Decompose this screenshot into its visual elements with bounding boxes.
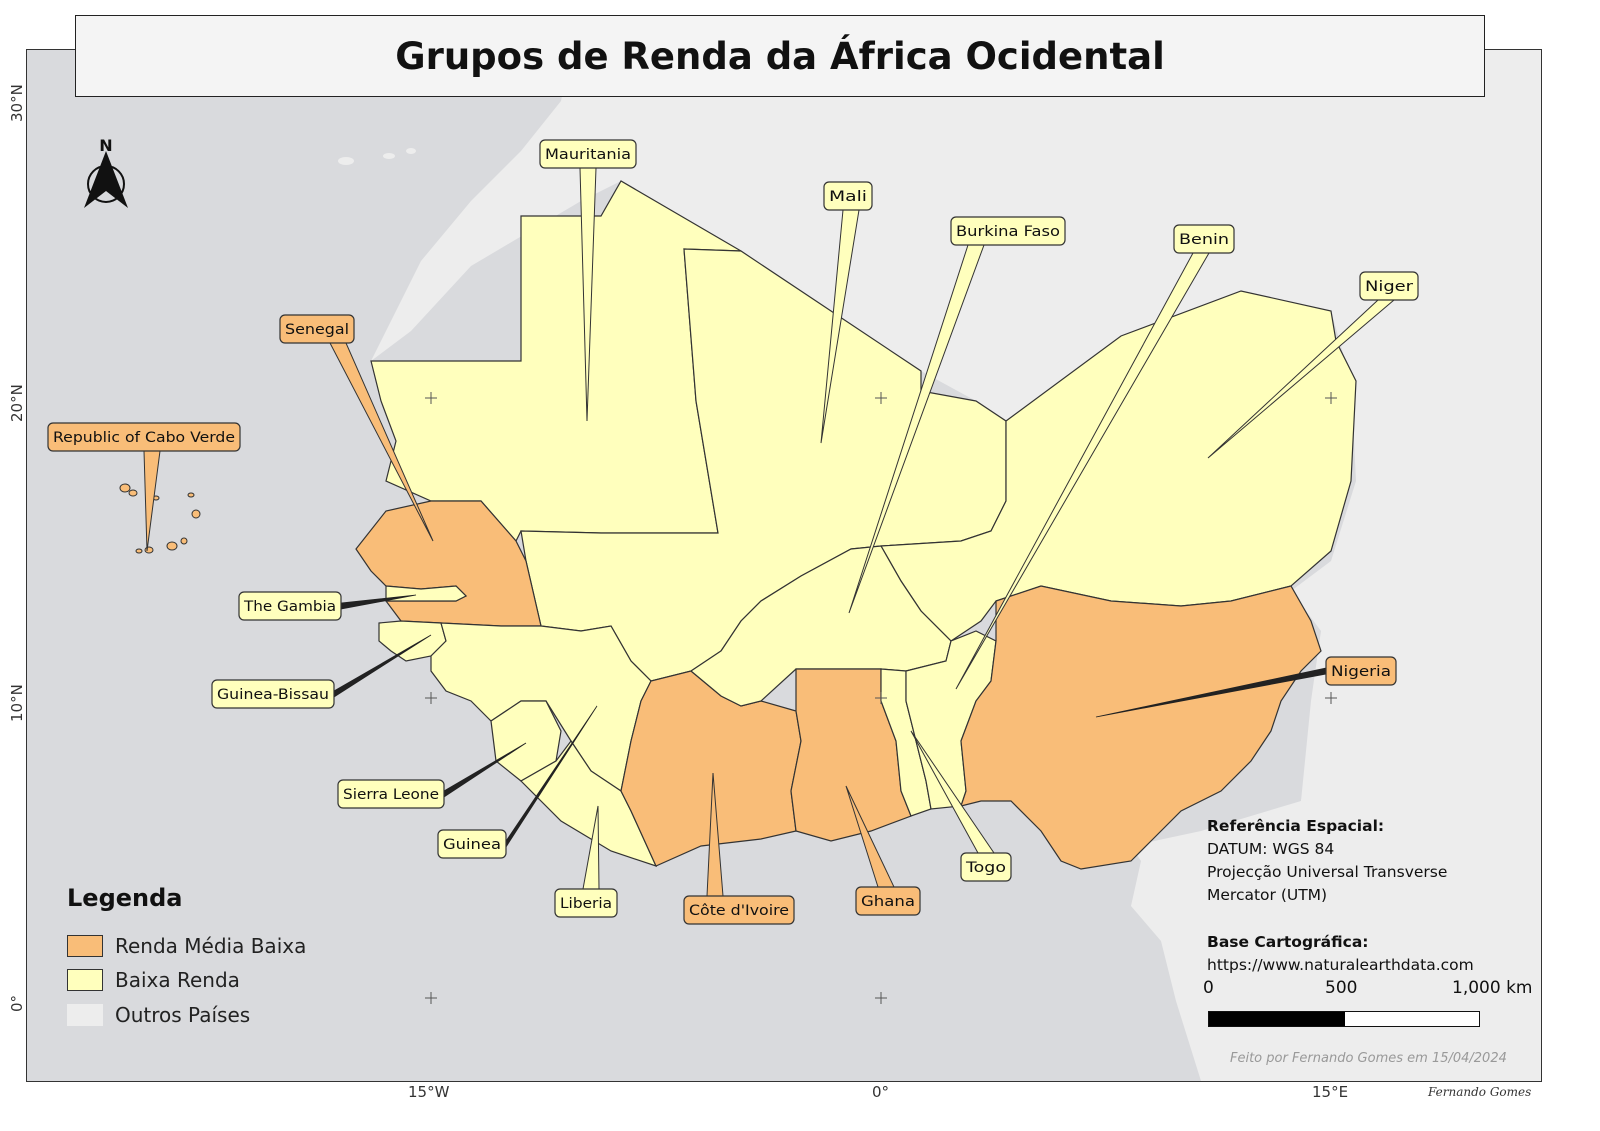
legend-label: Renda Média Baixa <box>115 934 307 958</box>
country-sierra-leone <box>490 700 562 782</box>
cartographic-base: Base Cartográfica: https://www.naturalea… <box>1207 931 1474 977</box>
country-label: Mali <box>829 189 867 205</box>
other-countries-north-africa <box>371 50 1541 906</box>
scale-bar-black-segment <box>1209 1012 1345 1026</box>
credit-text: Feito por Fernando Gomes em 15/04/2024 <box>1230 1051 1507 1066</box>
lon-label-15e: 15°E <box>1312 1083 1349 1101</box>
reference-heading: Referência Espacial: <box>1207 817 1385 835</box>
country-label: Côte d'Ivoire <box>689 903 789 919</box>
reference-projection-2: Mercator (UTM) <box>1207 886 1328 904</box>
callout-box <box>279 314 355 344</box>
scale-label-500: 500 <box>1325 978 1358 998</box>
lon-label-15w: 15°W <box>408 1083 450 1101</box>
base-heading: Base Cartográfica: <box>1207 933 1369 951</box>
canary-islands <box>338 148 416 165</box>
legend-swatch-low <box>67 969 103 991</box>
lat-label-0: 0° <box>8 994 26 1012</box>
country-label: Liberia <box>560 896 612 912</box>
reference-projection-1: Projecção Universal Transverse <box>1207 863 1448 881</box>
country-nigeria <box>960 585 1322 870</box>
callout-box <box>1325 656 1397 686</box>
callout-box <box>47 422 241 452</box>
callout-box <box>960 852 1012 882</box>
callout-box <box>1173 224 1235 254</box>
legend-item-other: Outros Países <box>67 1003 251 1027</box>
north-arrow-icon: N <box>84 136 128 208</box>
lon-label-0: 0° <box>872 1083 890 1101</box>
callout-box <box>337 779 445 809</box>
legend-swatch-lower-middle <box>67 935 103 957</box>
country-label: Sierra Leone <box>343 787 439 803</box>
map-frame: N Mauritania Mali Burkina Faso Benin Niger Se… <box>26 49 1542 1082</box>
country-label: The Gambia <box>243 599 336 615</box>
callout-box <box>437 829 507 859</box>
signature: Fernando Gomes <box>1428 1085 1532 1099</box>
country-label: Guinea <box>443 837 501 853</box>
country-label: Burkina Faso <box>956 224 1060 240</box>
country-label: Ghana <box>861 894 915 910</box>
scale-label-0: 0 <box>1203 978 1214 998</box>
callout-box <box>683 895 795 925</box>
country-label: Nigeria <box>1331 664 1391 680</box>
base-url: https://www.naturalearthdata.com <box>1207 956 1474 974</box>
callout-box <box>823 181 873 211</box>
reference-datum: DATUM: WGS 84 <box>1207 840 1335 858</box>
callout-box <box>211 679 335 709</box>
other-countries-central-africa <box>1131 641 1541 1081</box>
country-label: Mauritania <box>545 147 631 163</box>
callout-box <box>1359 271 1419 301</box>
country-label: Senegal <box>285 322 349 338</box>
callout-box <box>554 888 618 918</box>
spatial-reference: Referência Espacial: DATUM: WGS 84 Proje… <box>1207 815 1447 907</box>
lat-label-20n: 20°N <box>8 384 26 422</box>
callout-box <box>539 139 637 169</box>
legend-label: Baixa Renda <box>115 968 240 992</box>
country-label: Niger <box>1365 279 1413 295</box>
country-label: Guinea-Bissau <box>217 687 329 703</box>
map-canvas: N Mauritania Mali Burkina Faso Benin Niger Se… <box>27 50 1541 1081</box>
country-cabo-verde <box>119 483 201 554</box>
legend-item-lower-middle: Renda Média Baixa <box>67 934 307 958</box>
scale-bar <box>1208 1011 1480 1027</box>
country-label: Togo <box>965 860 1006 876</box>
callout-box <box>950 216 1066 246</box>
country-label: Benin <box>1179 232 1229 248</box>
lat-label-30n: 30°N <box>8 84 26 122</box>
legend-item-low: Baixa Renda <box>67 968 240 992</box>
callouts: Mauritania Mali Burkina Faso Benin Niger Sene… <box>47 139 1419 925</box>
callout-box <box>238 591 342 621</box>
lat-label-10n: 10°N <box>8 684 26 722</box>
legend-title: Legenda <box>67 884 183 912</box>
graticule-crosses <box>425 392 1337 1004</box>
country-label: Republic of Cabo Verde <box>53 430 235 446</box>
legend-label: Outros Países <box>115 1003 251 1027</box>
callout-box <box>855 886 921 916</box>
map-title: Grupos de Renda da África Ocidental <box>75 15 1485 97</box>
scale-label-1000: 1,000 km <box>1452 978 1533 998</box>
north-arrow-letter: N <box>99 136 112 155</box>
legend-swatch-other <box>67 1004 103 1026</box>
